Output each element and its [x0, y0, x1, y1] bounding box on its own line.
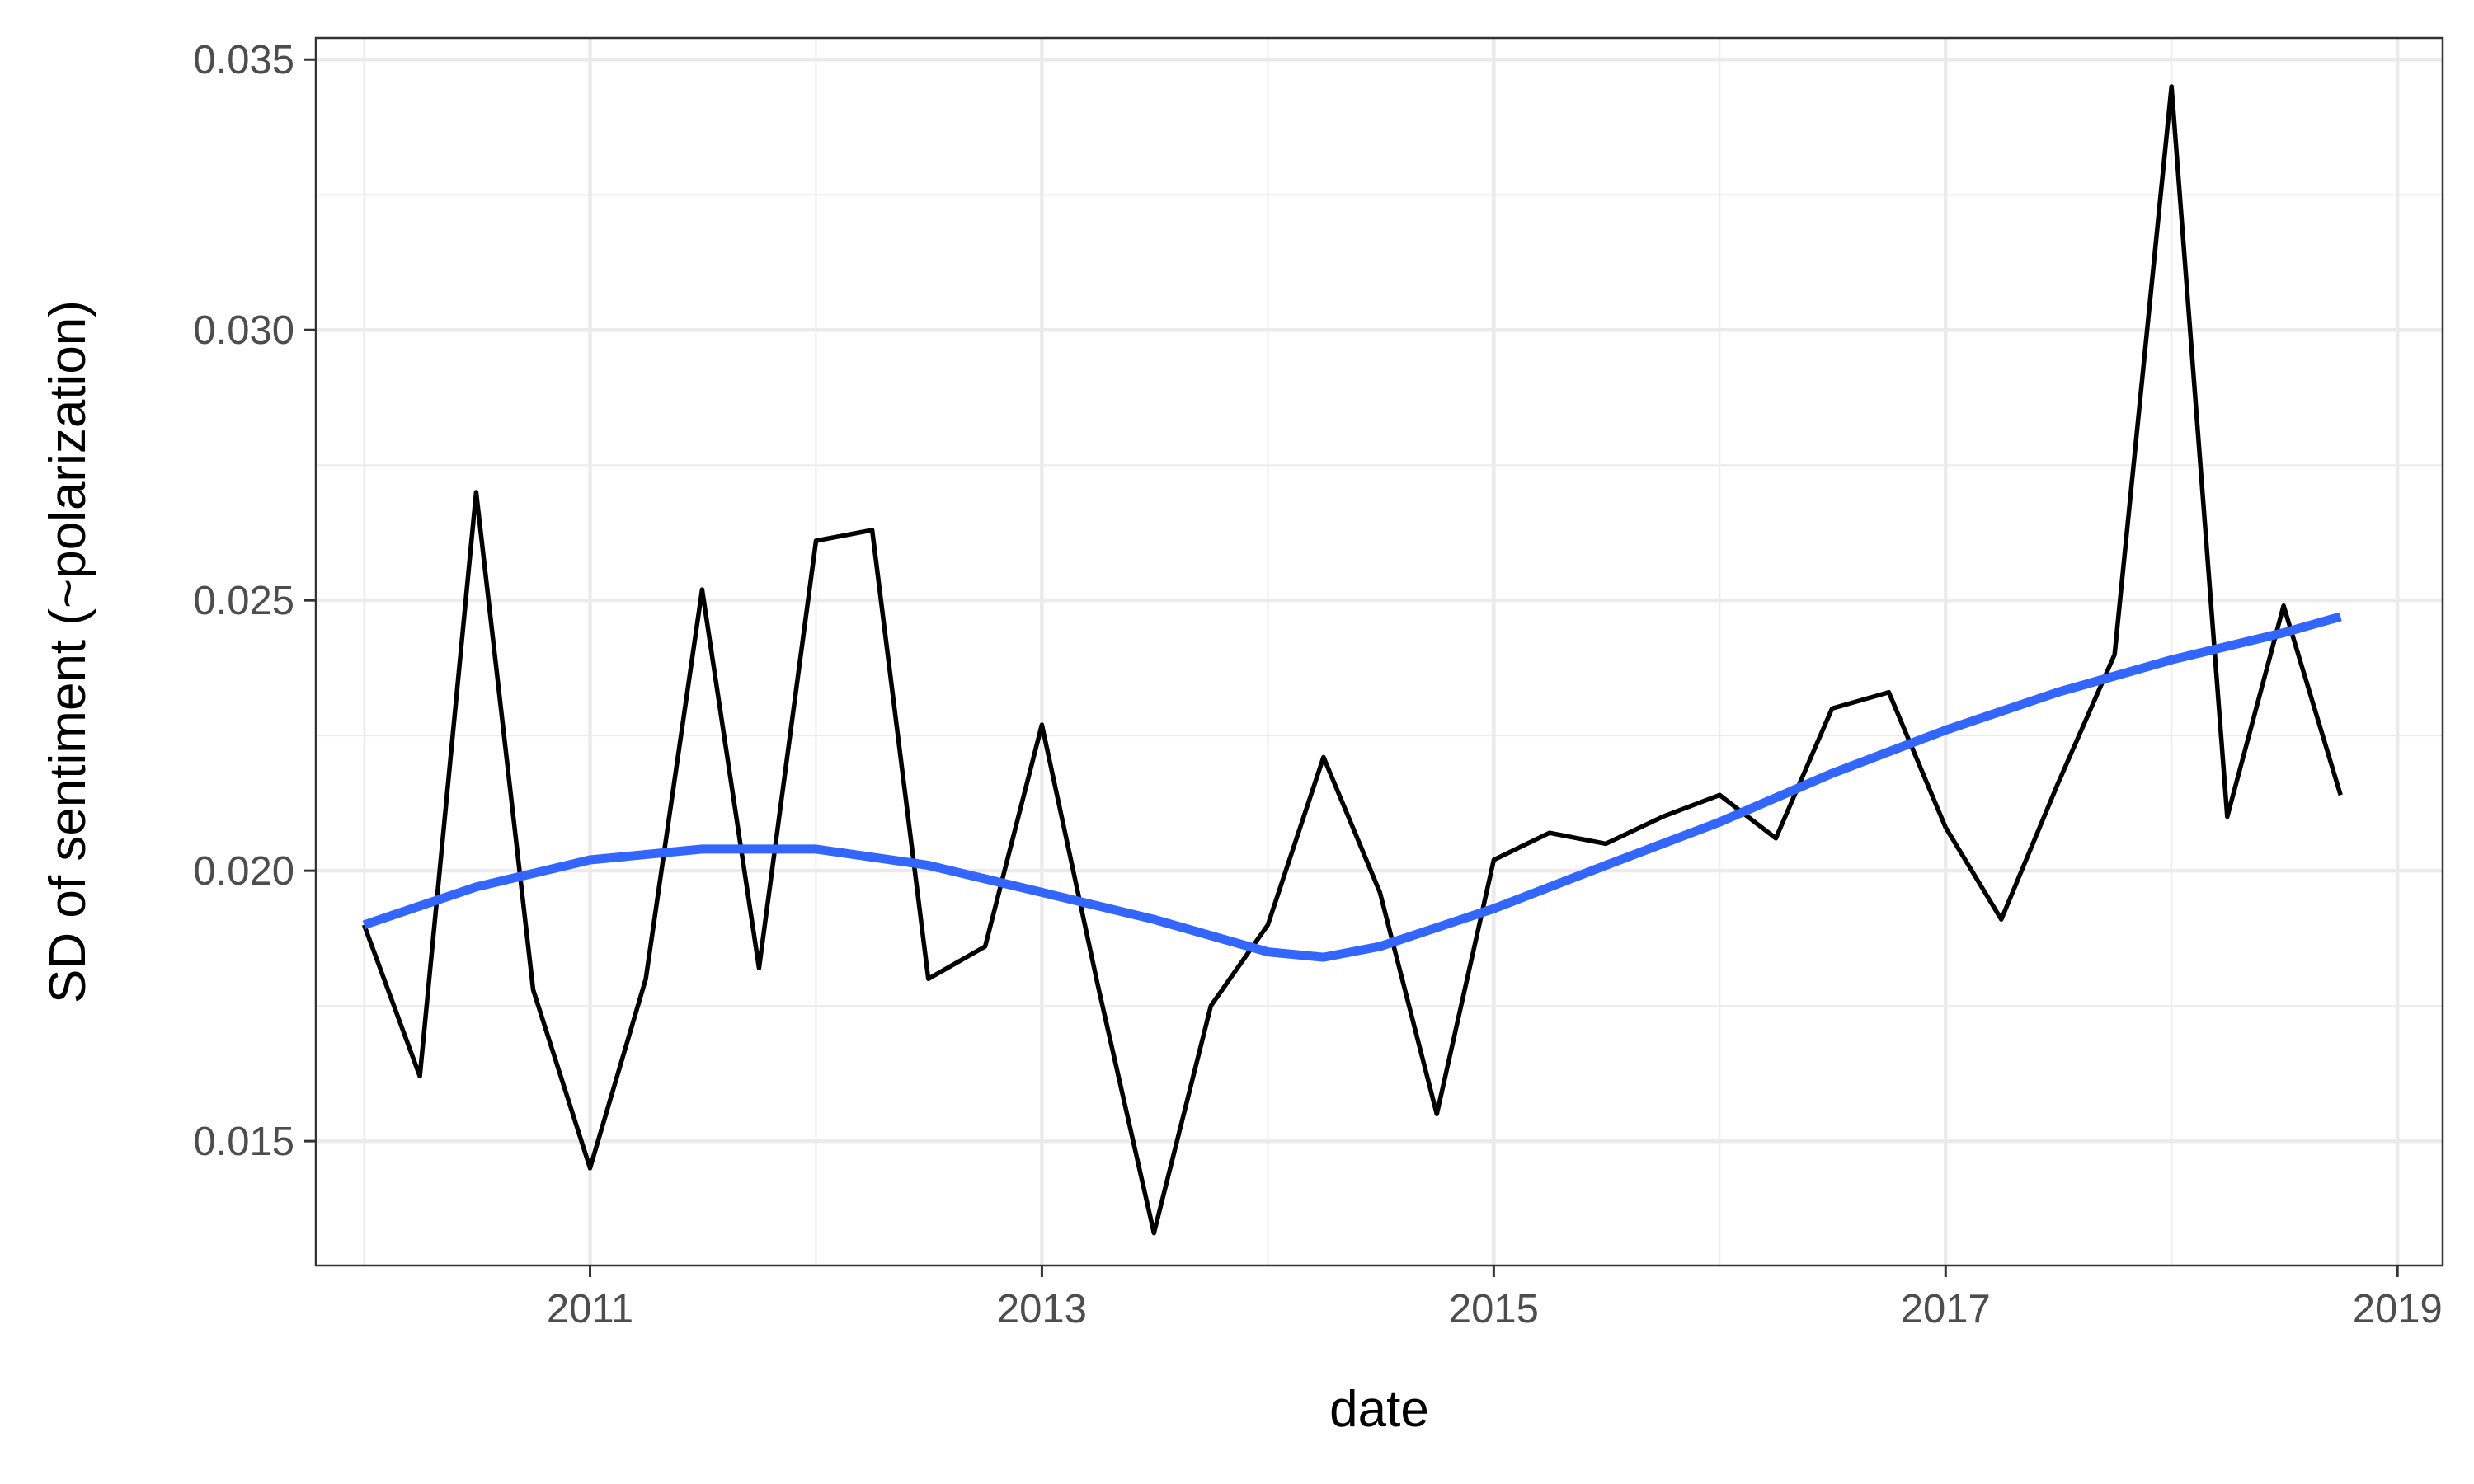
x-tick-label: 2015	[1449, 1287, 1539, 1331]
y-tick-label: 0.035	[193, 38, 294, 82]
x-axis-title: date	[1329, 1381, 1429, 1438]
x-tick-label: 2013	[997, 1287, 1087, 1331]
x-tick-label: 2017	[1901, 1287, 1991, 1331]
minor-gridlines	[316, 38, 2443, 1266]
major-gridlines	[316, 38, 2443, 1266]
y-tick-label: 0.025	[193, 579, 294, 623]
y-tick-label: 0.030	[193, 308, 294, 353]
axis-ticks	[304, 58, 2399, 1277]
y-axis-title: SD of sentiment (~polarization)	[40, 300, 96, 1003]
y-tick-label: 0.020	[193, 849, 294, 894]
x-tick-labels: 2011 2013 2015 2017 2019	[547, 1287, 2443, 1331]
y-tick-label: 0.015	[193, 1120, 294, 1164]
x-tick-label: 2019	[2353, 1287, 2443, 1331]
series-layer	[361, 84, 2343, 1236]
y-tick-labels: 0.015 0.020 0.025 0.030 0.035	[193, 38, 294, 1164]
plot-panel-border	[314, 36, 2444, 1267]
sentiment-sd-line	[361, 84, 2343, 1236]
smoothed-trend-line	[362, 612, 2342, 962]
x-tick-label: 2011	[547, 1287, 633, 1331]
